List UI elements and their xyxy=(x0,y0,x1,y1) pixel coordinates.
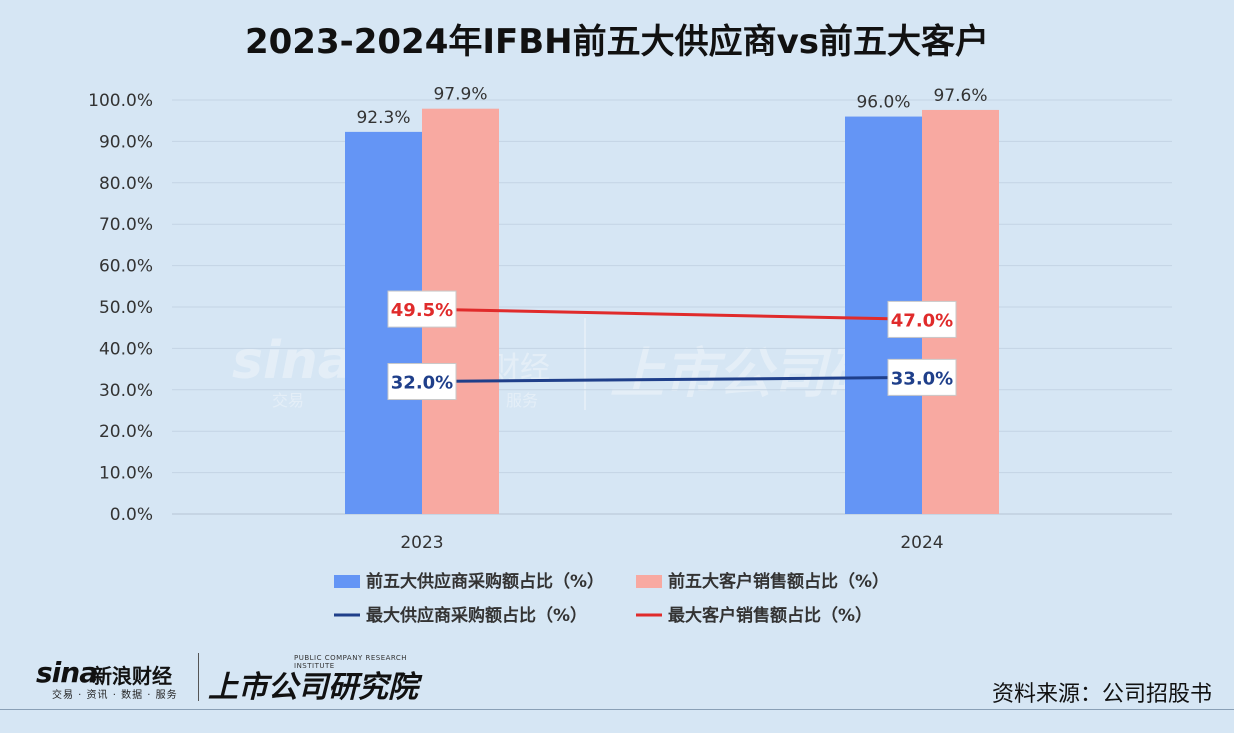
line-label-box xyxy=(387,363,457,401)
gridlines xyxy=(172,99,1172,515)
lines: 32.0% 33.0% 49.5% 47.0% xyxy=(387,290,957,401)
sina-logo-cn: 新浪财经 xyxy=(92,664,172,688)
line-data-label: 49.5% xyxy=(391,300,453,321)
bar-data-label: 97.9% xyxy=(433,85,487,105)
line-label-box xyxy=(887,358,957,396)
y-tick-label: 80.0% xyxy=(99,174,153,194)
line-data-label: 33.0% xyxy=(891,368,953,389)
inst-logo-cn: 上市公司研究院 xyxy=(208,670,418,705)
line-data-label: 32.0% xyxy=(391,373,453,394)
y-tick-label: 30.0% xyxy=(99,381,153,401)
footer-divider xyxy=(0,709,1234,710)
legend-swatch xyxy=(636,575,662,588)
y-tick-label: 100.0% xyxy=(88,91,153,111)
source-note: 资料来源：公司招股书 xyxy=(991,682,1212,707)
y-tick-label: 90.0% xyxy=(99,132,153,152)
y-tick-label: 0.0% xyxy=(110,505,153,525)
x-tick-label: 2023 xyxy=(400,533,443,553)
research-institute-logo: PUBLIC COMPANY RESEARCH INSTITUTE 上市公司研究… xyxy=(208,654,428,705)
x-tick-label: 2024 xyxy=(900,533,943,553)
line-label-box xyxy=(887,300,957,338)
y-tick-label: 40.0% xyxy=(99,339,153,359)
watermark: sina 交易 财经 服务 上市公司研 xyxy=(232,318,889,410)
bar-data-label: 97.6% xyxy=(933,86,987,106)
y-tick-label: 10.0% xyxy=(99,464,153,484)
legend-label: 前五大供应商采购额占比（%） xyxy=(366,571,604,592)
sina-logo-word: sina xyxy=(36,656,98,689)
line-label-box xyxy=(387,290,457,328)
legend-label: 前五大客户销售额占比（%） xyxy=(668,571,889,592)
svg-text:服务: 服务 xyxy=(506,391,538,410)
legend-swatch xyxy=(334,575,360,588)
legend-label: 最大客户销售额占比（%） xyxy=(668,605,872,626)
legend-label: 最大供应商采购额占比（%） xyxy=(366,605,587,626)
svg-text:上市公司研: 上市公司研 xyxy=(610,342,889,405)
y-tick-label: 70.0% xyxy=(99,215,153,235)
sina-logo-sub: 交易 · 资讯 · 数据 · 服务 xyxy=(52,690,178,701)
legend: 前五大供应商采购额占比（%） 前五大客户销售额占比（%） 最大供应商采购额占比（%）… xyxy=(334,571,889,626)
bar-data-label: 96.0% xyxy=(856,93,910,113)
chart: sina 交易 财经 服务 上市公司研 0.0% 10.0% 20.0% 30.0% 4… xyxy=(88,85,1172,626)
inst-logo-en: PUBLIC COMPANY RESEARCH INSTITUTE xyxy=(294,654,408,670)
line-data-label: 47.0% xyxy=(891,310,953,331)
y-tick-label: 20.0% xyxy=(99,422,153,442)
bar-data-label: 92.3% xyxy=(356,108,410,128)
svg-text:sina: sina xyxy=(232,331,353,391)
x-axis: 2023 2024 xyxy=(400,533,943,553)
logo-separator xyxy=(198,653,199,701)
series-line xyxy=(421,375,923,384)
y-tick-label: 60.0% xyxy=(99,257,153,277)
y-tick-label: 50.0% xyxy=(99,298,153,318)
y-axis: 0.0% 10.0% 20.0% 30.0% 40.0% 50.0% 60.0% 70.0% 8… xyxy=(88,91,153,525)
sina-finance-logo: sina 新浪财经 交易 · 资讯 · 数据 · 服务 xyxy=(36,656,196,701)
svg-text:交易: 交易 xyxy=(272,391,304,410)
chart-title: 2023-2024年IFBH前五大供应商vs前五大客户 xyxy=(244,22,989,62)
series-line xyxy=(421,307,923,321)
